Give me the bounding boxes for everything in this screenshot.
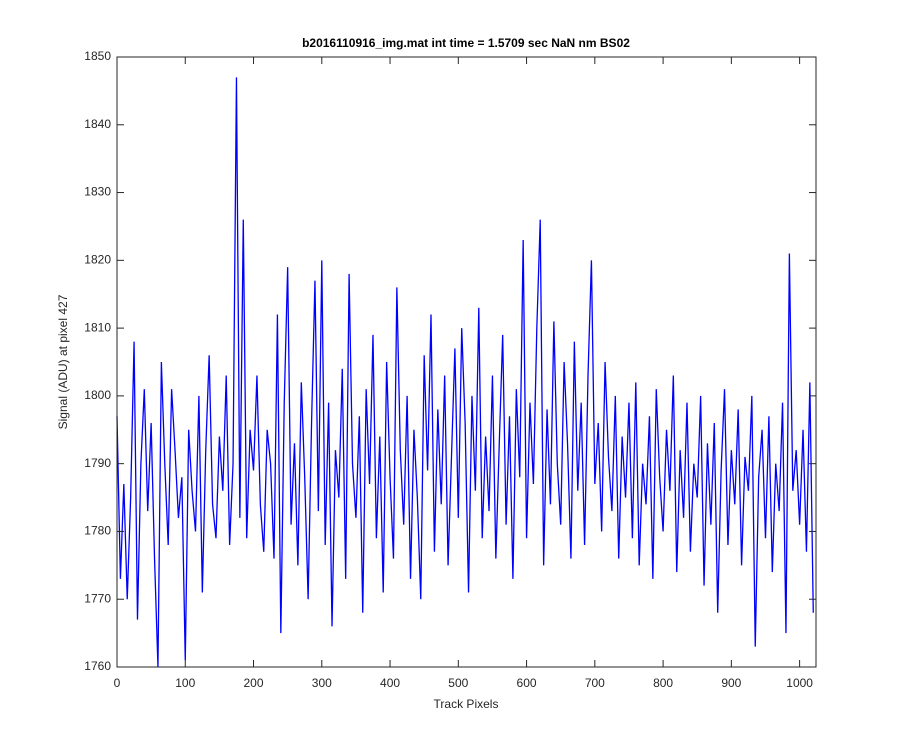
y-axis-label: Signal (ADU) at pixel 427 <box>56 294 70 429</box>
x-tick-label: 600 <box>517 676 537 690</box>
y-tick-label: 1770 <box>84 591 111 605</box>
data-line <box>116 77 814 668</box>
x-tick-label: 300 <box>312 676 332 690</box>
y-tick-label: 1850 <box>84 49 111 63</box>
x-tick-label: 800 <box>653 676 673 690</box>
y-tick-label: 1840 <box>84 117 111 131</box>
x-tick-label: 500 <box>448 676 468 690</box>
x-tick-label: 0 <box>114 676 121 690</box>
plot-box <box>116 56 817 668</box>
y-tick-label: 1790 <box>84 456 111 470</box>
x-tick-label: 1000 <box>786 676 813 690</box>
x-tick-label: 200 <box>244 676 264 690</box>
y-tick-label: 1780 <box>84 524 111 538</box>
y-tick-label: 1820 <box>84 253 111 267</box>
x-axis-label: Track Pixels <box>434 697 499 711</box>
x-tick-label: 400 <box>380 676 400 690</box>
x-tick-label: 900 <box>721 676 741 690</box>
x-tick-label: 100 <box>175 676 195 690</box>
chart-title: b2016110916_img.mat int time = 1.5709 se… <box>302 36 630 50</box>
x-tick-label: 700 <box>585 676 605 690</box>
y-tick-label: 1810 <box>84 320 111 334</box>
y-tick-label: 1830 <box>84 185 111 199</box>
y-tick-label: 1760 <box>84 659 111 673</box>
y-tick-label: 1800 <box>84 388 111 402</box>
